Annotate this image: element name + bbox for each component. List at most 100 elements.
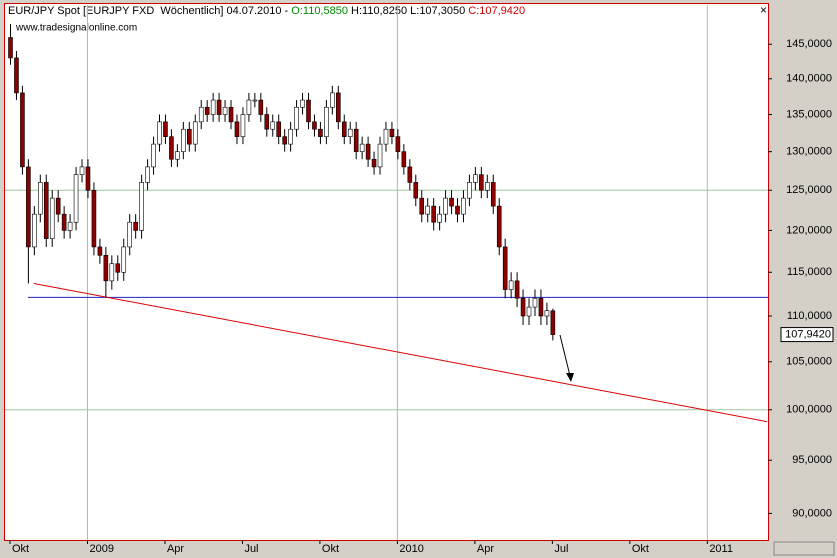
candle-body [425, 205, 431, 215]
candle-body [61, 213, 67, 231]
candle-body [270, 121, 276, 130]
header-hl: H:110,8250 L:107,3050 [348, 5, 468, 17]
candle-body [413, 182, 419, 199]
candle-body [312, 121, 317, 130]
candle-body [330, 92, 335, 108]
candle-body [204, 106, 210, 115]
candle-body [389, 128, 395, 137]
candle-body [294, 106, 299, 130]
candle-body [502, 246, 508, 290]
y-tick-label: 145,0000 [786, 38, 832, 50]
candle-body [490, 182, 496, 207]
candle-body [79, 166, 85, 175]
candle-body [377, 143, 383, 168]
candle-body [115, 263, 121, 273]
candle-body [455, 205, 460, 215]
candle-body [73, 174, 79, 223]
candle-body [127, 221, 132, 248]
header-open: O:110,5850 [291, 5, 348, 17]
candle-body [151, 143, 156, 168]
candle-body [20, 92, 25, 168]
candle-body [26, 166, 31, 248]
arrow-head [566, 373, 574, 382]
y-tick-label: 95,0000 [792, 454, 832, 466]
x-tick-label: 2010 [399, 543, 423, 555]
x-tick-label: Jul [554, 543, 568, 555]
y-tick-label: 105,0000 [786, 356, 832, 368]
y-tick-label: 125,0000 [786, 184, 832, 196]
candle-body [335, 92, 341, 123]
candle-body [14, 57, 19, 94]
x-tick-label: Jul [244, 543, 258, 555]
candle-body [97, 246, 103, 256]
candle-body [359, 143, 365, 152]
candle-body [538, 297, 544, 317]
candle-body [55, 197, 61, 215]
x-tick-label: 2011 [709, 543, 733, 555]
candle-body [222, 106, 228, 115]
y-tick-label: 135,0000 [786, 108, 832, 120]
candle-body [520, 297, 526, 317]
candle-body [484, 182, 490, 191]
candle-body [395, 136, 401, 152]
candle-body [240, 114, 246, 137]
candle-body [282, 136, 287, 145]
candle-body [8, 37, 13, 59]
candle-body [258, 99, 264, 115]
candle-body [347, 128, 353, 137]
candle-body [133, 221, 138, 231]
last-price-label: 107,9420 [785, 328, 831, 340]
x-tick-label: 2009 [89, 543, 113, 555]
candle-body [383, 128, 389, 145]
candle-body [234, 121, 240, 137]
candle-body [550, 310, 556, 335]
candle-body [175, 151, 180, 160]
candle-body [32, 213, 37, 248]
candle-body [49, 197, 55, 239]
scroll-buttons[interactable] [773, 541, 835, 556]
x-tick-label: Apr [167, 543, 184, 555]
candle-body [252, 99, 258, 102]
candle-body [163, 121, 168, 137]
candle-body [157, 121, 162, 145]
candle-body [461, 197, 466, 215]
candle-body [526, 306, 532, 317]
last-price-box [780, 327, 834, 343]
candle-body [479, 174, 484, 191]
candle-body [210, 99, 216, 115]
candle-body [43, 182, 49, 239]
candle-body [306, 99, 311, 123]
candle-body [437, 213, 442, 223]
close-button[interactable]: × [760, 3, 767, 17]
y-tick-label: 90,0000 [792, 507, 832, 519]
arrow [559, 334, 572, 381]
candle-body [431, 205, 436, 223]
candle-body [449, 197, 454, 207]
candle-body [192, 121, 198, 145]
plot-area [4, 3, 769, 541]
header-instrument: EUR/JPY Spot [EURJPY FXD Wöchentlich] 04… [8, 5, 291, 17]
candle-body [443, 197, 448, 215]
candle-body [67, 221, 73, 231]
candle-body [276, 121, 282, 137]
trendline [33, 282, 768, 423]
y-tick-label: 130,0000 [786, 146, 832, 158]
source: www.tradesignalonline.com [15, 23, 137, 34]
candle-body [228, 106, 234, 123]
candle-body [216, 99, 222, 115]
candle-body [121, 246, 127, 273]
candle-body [109, 263, 115, 282]
candle-body [169, 136, 174, 160]
candle-body [419, 197, 425, 215]
plot: 145,0000 140,0000 135,0000 130,0000 125,0000… [5, 5, 834, 555]
candle-body [288, 128, 293, 145]
x-tick-label: Okt [12, 543, 29, 555]
candle-body [91, 189, 97, 248]
candle-body [181, 128, 186, 152]
candle-body [187, 128, 192, 145]
candle-body [371, 158, 377, 168]
candle-body [85, 166, 91, 191]
x-tick-label: Okt [322, 543, 339, 555]
y-tick-label: 110,0000 [787, 310, 832, 322]
